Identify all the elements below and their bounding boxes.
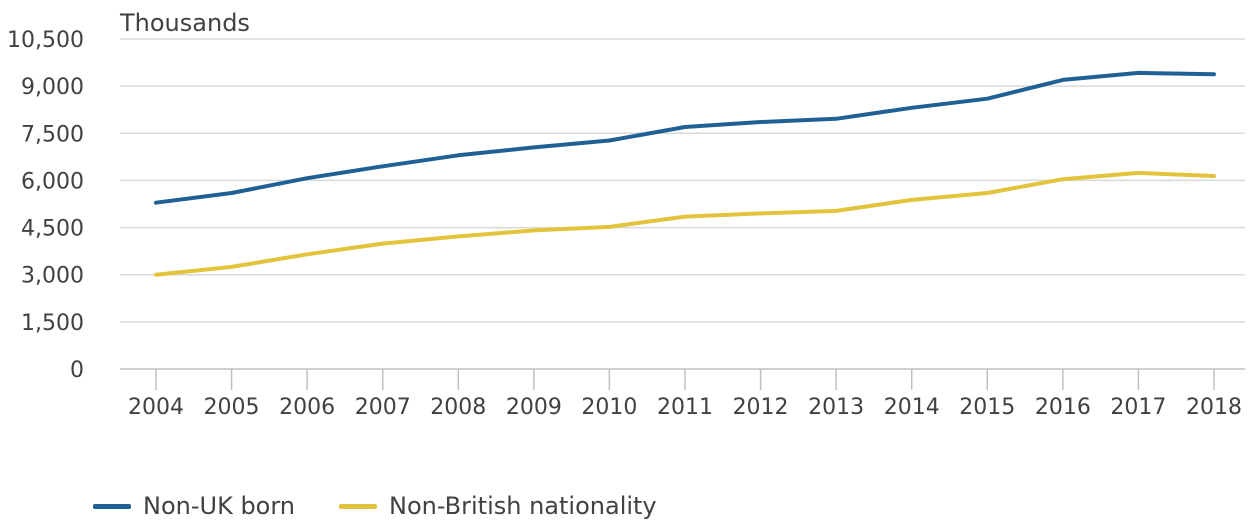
y-tick-label: 10,500	[7, 28, 84, 53]
series-line-non-british-nationality	[154, 170, 1216, 277]
x-tick-label: 2015	[959, 395, 1015, 420]
x-tick-label: 2009	[506, 395, 562, 420]
y-axis-unit-label: Thousands	[119, 9, 250, 37]
y-tick-label: 9,000	[21, 75, 84, 100]
series-line-non-uk-born	[154, 70, 1216, 205]
x-tick-label: 2006	[279, 395, 335, 420]
x-tick-label: 2004	[128, 395, 184, 420]
legend-swatch-non-british-nationality	[339, 503, 378, 509]
legend-item-non-uk-born: Non-UK born	[93, 492, 295, 520]
legend-swatch-non-uk-born	[93, 503, 131, 509]
x-tick-label: 2011	[657, 395, 713, 420]
y-tick-label: 1,500	[21, 311, 84, 336]
x-tick-label: 2014	[884, 395, 940, 420]
legend: Non-UK born Non-British nationality	[93, 492, 657, 520]
x-axis: 2004 2005 2006 2007 2008 2009 2010 2011 2012 2013…	[120, 368, 1245, 420]
y-tick-label: 7,500	[21, 122, 84, 147]
legend-label-non-british-nationality: Non-British nationality	[389, 492, 657, 520]
x-tick-label: 2007	[355, 395, 411, 420]
y-tick-label: 6,000	[21, 169, 84, 194]
y-axis: 0 1,500 3,000 4,500 6,000 7,500 9,000 10,500	[7, 28, 84, 383]
x-tick-label: 2013	[808, 395, 864, 420]
x-tick-label: 2017	[1110, 395, 1166, 420]
y-tick-label: 4,500	[21, 217, 84, 242]
x-tick-label: 2012	[733, 395, 789, 420]
y-tick-label: 0	[70, 358, 84, 383]
legend-item-non-british-nationality: Non-British nationality	[339, 492, 657, 520]
line-chart: Thousands 0 1,500 3,000 4,500 6,000 7,500 9,00…	[7, 9, 1245, 420]
legend-label-non-uk-born: Non-UK born	[143, 492, 296, 520]
x-tick-label: 2016	[1035, 395, 1091, 420]
gridlines	[120, 38, 1245, 323]
x-tick-label: 2005	[204, 395, 260, 420]
x-tick-label: 2008	[430, 395, 486, 420]
series-lines	[154, 70, 1216, 277]
x-tick-label: 2010	[581, 395, 637, 420]
y-tick-label: 3,000	[21, 264, 84, 289]
x-tick-label: 2018	[1186, 395, 1242, 420]
